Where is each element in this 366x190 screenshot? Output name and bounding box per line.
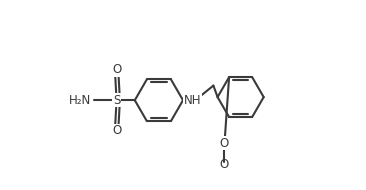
Text: O: O: [112, 124, 121, 137]
Text: H₂N: H₂N: [68, 94, 91, 107]
Text: O: O: [112, 63, 121, 76]
Text: S: S: [113, 94, 120, 107]
Text: O: O: [220, 158, 229, 171]
Text: NH: NH: [184, 94, 201, 107]
Text: O: O: [220, 137, 229, 150]
